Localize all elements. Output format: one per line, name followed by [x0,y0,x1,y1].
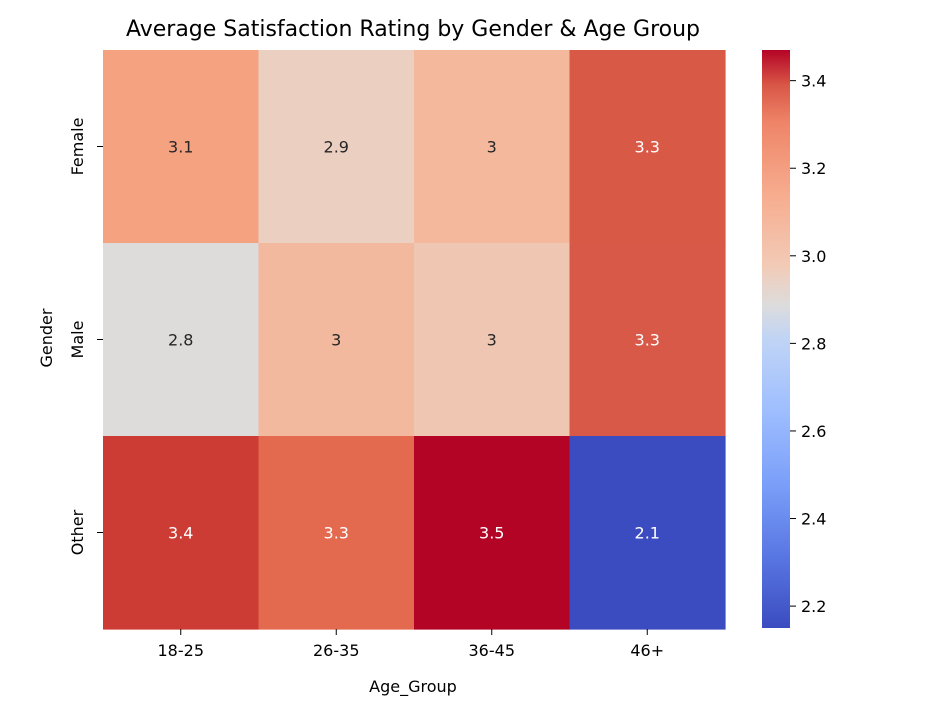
heatmap-cell [103,243,260,437]
x-axis-ticks: 18-25 26-35 36-45 46+ [158,629,664,660]
heatmap-cell [414,50,571,244]
heatmap-cell [103,436,260,630]
heatmap-cell [569,50,726,244]
heatmap-cell [103,50,260,244]
heatmap-cell [258,243,415,437]
y-axis-ticks: Female Male Other [68,118,103,555]
y-tick-label: Female [68,118,87,176]
x-tick-label: 18-25 [158,641,205,660]
x-tick-label: 26-35 [313,641,360,660]
heatmap-cell [569,243,726,437]
colorbar-tick-label: 3.4 [801,72,826,91]
cell-value-label: 3.3 [324,524,349,543]
y-tick-label: Other [68,509,87,555]
cell-value-label: 2.1 [635,524,660,543]
cell-value-label: 3.5 [479,524,504,543]
cell-value-label: 3 [331,331,341,350]
cell-value-label: 3 [487,138,497,157]
x-tick-label: 46+ [630,641,664,660]
cell-value-label: 3 [487,331,497,350]
cell-value-label: 3.3 [635,138,660,157]
cell-value-label: 3.1 [168,138,193,157]
heatmap-cell [258,436,415,630]
colorbar-tick-label: 2.8 [801,334,826,353]
colorbar [762,50,790,628]
x-tick-label: 36-45 [469,641,516,660]
colorbar-tick-label: 3.2 [801,159,826,178]
y-tick-label: Male [68,321,87,359]
cell-value-label: 2.8 [168,331,193,350]
colorbar-tick-label: 2.6 [801,422,826,441]
y-axis-label: Gender [37,308,56,367]
heatmap-cell [414,243,571,437]
cell-value-label: 2.9 [324,138,349,157]
chart-title: Average Satisfaction Rating by Gender & … [126,17,700,42]
heatmap-cell [569,436,726,630]
colorbar-tick-label: 2.4 [801,510,826,529]
heatmap-cell [258,50,415,244]
heatmap-cell [414,436,571,630]
x-axis-label: Age_Group [369,677,457,697]
colorbar-tick-label: 2.2 [801,597,826,616]
cell-value-label: 3.4 [168,524,193,543]
colorbar-tick-label: 3.0 [801,247,826,266]
cell-value-label: 3.3 [635,331,660,350]
colorbar-ticks: 2.2 2.4 2.6 2.8 3.0 3.2 3.4 [790,72,826,616]
heatmap-cells: 3.1 2.9 3 3.3 2.8 3 3 3.3 3.4 3.3 3.5 2.1 [103,50,726,630]
